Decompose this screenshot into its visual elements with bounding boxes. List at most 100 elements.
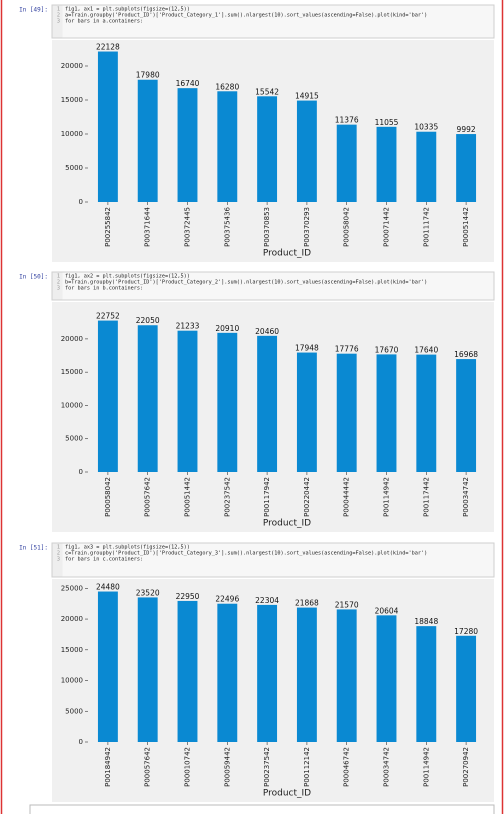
x-tick-label: P00114942	[422, 747, 430, 787]
prompt: In [50]:	[19, 274, 48, 281]
bar	[376, 126, 397, 202]
line-number: 1	[57, 545, 60, 551]
bar	[296, 607, 317, 742]
x-tick-label: P00114942	[383, 477, 391, 517]
x-tick-label: P00112142	[303, 747, 311, 787]
y-tick-label: 20000	[61, 62, 83, 70]
bar	[456, 134, 477, 202]
y-tick-label: 20000	[61, 335, 83, 343]
y-tick-label: 0	[79, 198, 83, 206]
bar	[177, 600, 198, 742]
data-label: 21233	[176, 322, 200, 331]
code-line: fig1, ax2 = plt.subplots(figsize=(12,5))	[65, 274, 190, 280]
y-tick-label: 0	[79, 738, 83, 746]
data-label: 20460	[255, 327, 279, 336]
bar	[257, 335, 278, 472]
x-tick-label: P00059442	[223, 747, 231, 787]
x-tick-label: P00034742	[383, 747, 391, 787]
x-axis-label: Product_ID	[263, 789, 311, 799]
x-tick-label: P00071442	[383, 207, 391, 247]
data-label: 14915	[295, 92, 319, 101]
code-line: for bars in a.containers:	[65, 19, 143, 25]
bar	[137, 597, 158, 742]
y-tick-label: 0	[79, 468, 83, 476]
x-tick-label: P00046742	[343, 747, 351, 787]
x-tick-label: P00184942	[104, 747, 112, 787]
prompt: In [49]:	[19, 7, 48, 14]
code-line: for bars in c.containers:	[65, 557, 143, 563]
bar	[336, 124, 357, 202]
y-tick-label: 10000	[61, 677, 83, 685]
code-line: fig1, ax1 = plt.subplots(figsize=(12,5))	[65, 7, 190, 13]
bar	[97, 591, 118, 742]
bar	[137, 79, 158, 202]
y-tick-label: 10000	[61, 130, 83, 138]
data-label: 21570	[335, 600, 359, 609]
data-label: 16968	[454, 350, 478, 359]
data-label: 17670	[375, 345, 399, 354]
x-tick-label: P00010742	[184, 747, 192, 787]
next-cell[interactable]	[29, 804, 495, 818]
bar	[217, 603, 238, 742]
line-number: 1	[57, 274, 60, 280]
bar	[376, 354, 397, 472]
code-line: fig1, ax3 = plt.subplots(figsize=(12,5))	[65, 545, 190, 551]
data-label: 20604	[375, 606, 399, 615]
data-label: 23520	[136, 588, 160, 597]
x-tick-label: P00057642	[144, 747, 152, 787]
data-label: 22050	[136, 316, 160, 325]
data-label: 20910	[215, 324, 239, 333]
y-tick-label: 15000	[61, 368, 83, 376]
bar	[217, 91, 238, 202]
x-tick-label: P00371644	[144, 206, 152, 246]
data-label: 16280	[215, 82, 239, 91]
bar	[416, 626, 437, 742]
prompt: In [51]:	[19, 545, 48, 552]
data-label: 15542	[255, 87, 279, 96]
data-label: 17948	[295, 344, 319, 353]
x-tick-label: P00375436	[223, 206, 231, 246]
x-tick-label: P00051442	[184, 477, 192, 517]
x-tick-label: P00237542	[263, 747, 271, 787]
bar	[177, 330, 198, 472]
data-label: 22752	[96, 312, 120, 321]
data-label: 24480	[96, 583, 120, 592]
code-gutter	[52, 543, 63, 577]
x-tick-label: P00034742	[462, 477, 470, 517]
x-tick-label: P00372445	[184, 207, 192, 247]
data-label: 22950	[176, 592, 200, 601]
bar	[257, 96, 278, 202]
bar	[97, 320, 118, 472]
code-gutter	[52, 272, 63, 300]
data-label: 9992	[457, 125, 476, 134]
bar	[456, 635, 477, 742]
data-label: 21868	[295, 599, 319, 608]
data-label: 16740	[176, 79, 200, 88]
x-tick-label: P00058042	[343, 207, 351, 247]
x-tick-label: P00255842	[104, 207, 112, 247]
x-tick-label: P00117442	[422, 477, 430, 517]
x-tick-label: P00051442	[462, 207, 470, 247]
line-number: 2	[57, 551, 60, 557]
y-tick-label: 5000	[65, 164, 83, 172]
bar	[137, 325, 158, 472]
bar	[217, 332, 238, 472]
code-line: a=Train.groupby('Product_ID')['Product_C…	[65, 13, 427, 19]
x-tick-label: P00111742	[422, 207, 430, 247]
line-number: 3	[57, 557, 60, 563]
y-tick-label: 10000	[61, 401, 83, 409]
bar	[296, 100, 317, 202]
y-tick-label: 5000	[65, 707, 83, 715]
x-axis-label: Product_ID	[263, 249, 311, 259]
y-tick-label: 5000	[65, 435, 83, 443]
data-label: 22128	[96, 43, 120, 52]
bar	[177, 88, 198, 202]
bar	[416, 354, 437, 472]
bar	[257, 604, 278, 742]
bar	[416, 131, 437, 202]
code-gutter	[52, 5, 63, 38]
x-tick-label: P00117942	[263, 477, 271, 517]
bar	[296, 352, 317, 472]
data-label: 22304	[255, 596, 279, 605]
